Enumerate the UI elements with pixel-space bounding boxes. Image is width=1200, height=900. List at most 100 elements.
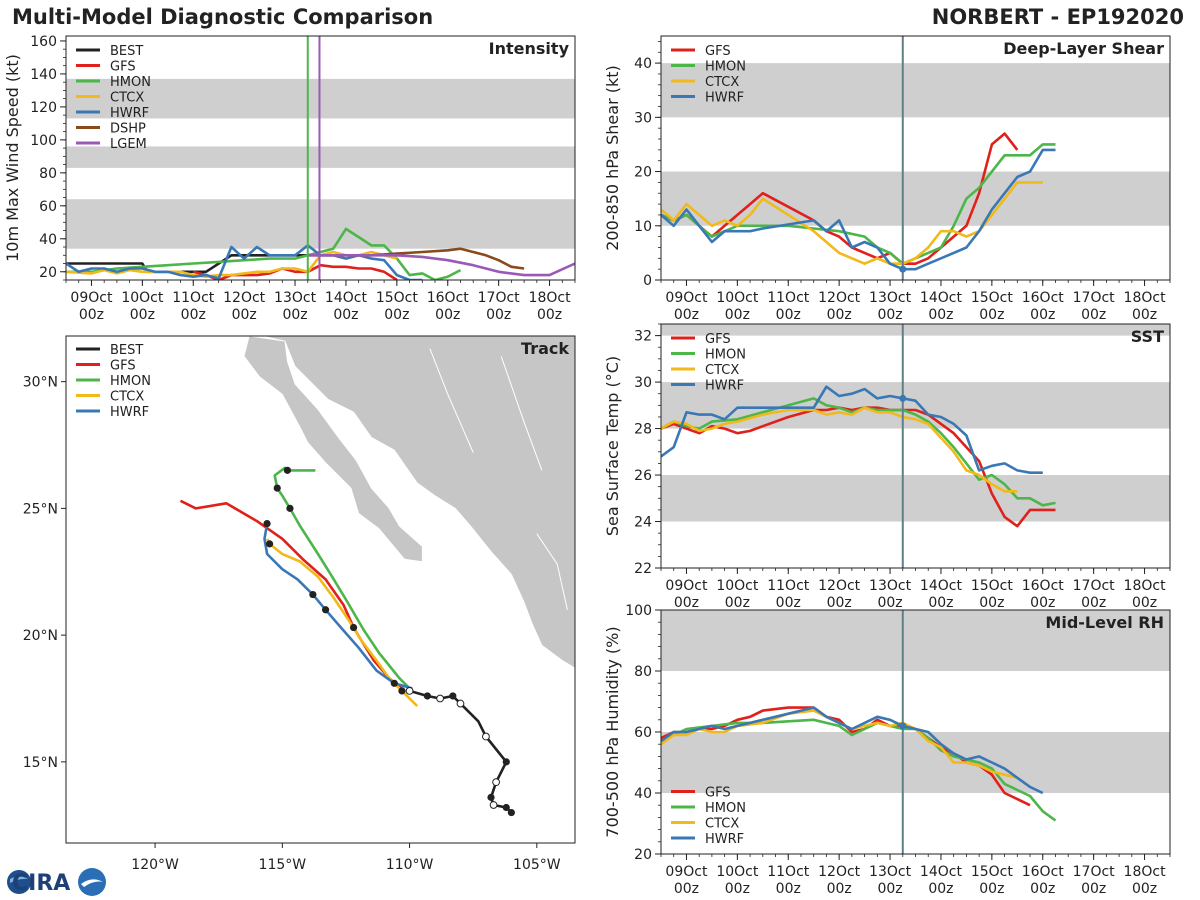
- track-point-hmon: [286, 504, 294, 512]
- intensity-legend-label-dshp: DSHP: [110, 122, 146, 137]
- rh-xtick-label-day: 18Oct: [1124, 864, 1167, 880]
- intensity-legend-label-best: BEST: [110, 44, 143, 59]
- intensity-xtick-label-day: 18Oct: [529, 290, 572, 306]
- shear-legend-label-hmon: HMON: [705, 60, 746, 75]
- sst-ytick-label: 22: [634, 561, 652, 577]
- track-point-best: [436, 694, 445, 703]
- shear-xtick-label-day: 15Oct: [971, 290, 1014, 306]
- sst-xtick-label-day: 09Oct: [665, 578, 708, 594]
- track-point-ctcx: [398, 687, 406, 695]
- intensity-series-lgem: [307, 254, 575, 277]
- sst-series-ctcx: [661, 406, 1018, 493]
- track-series-gfs: [179, 499, 406, 692]
- intensity-xtick-label-day: 11Oct: [172, 290, 215, 306]
- intensity-xtick-label-hour: 00z: [537, 307, 562, 323]
- intensity-xtick-label-hour: 00z: [435, 307, 460, 323]
- intensity-series-gfs: [192, 263, 398, 280]
- shear-xtick-label-hour: 00z: [827, 307, 852, 323]
- chart-shear: 01020304009Oct00z10Oct00z11Oct00z12Oct00…: [603, 35, 1171, 323]
- sst-xtick-label-day: 13Oct: [869, 578, 912, 594]
- intensity-xtick-label-hour: 00z: [181, 307, 206, 323]
- track-point-hmon: [283, 466, 292, 474]
- shear-ylabel: 200-850 hPa Shear (kt): [603, 65, 622, 251]
- shear-xtick-label-hour: 00z: [877, 307, 902, 323]
- mexico-mainland-landmass: [261, 336, 575, 669]
- sst-xtick-label-day: 10Oct: [716, 578, 759, 594]
- sst-hwrf-marker: [899, 394, 907, 402]
- rh-xtick-label-hour: 00z: [674, 881, 699, 897]
- rh-xtick-label-hour: 00z: [928, 881, 953, 897]
- track-point-best: [487, 793, 495, 801]
- track-legend-label-hwrf: HWRF: [110, 405, 149, 420]
- sst-xtick-label-hour: 00z: [1132, 595, 1157, 611]
- shear-ytick-label: 40: [634, 56, 652, 72]
- shear-xtick-label-day: 14Oct: [920, 290, 963, 306]
- rh-band-1: [661, 610, 1170, 671]
- rh-plot-area: [661, 706, 1057, 822]
- rh-legend-label-ctcx: CTCX: [705, 817, 739, 832]
- sst-xtick-label-hour: 00z: [877, 595, 902, 611]
- sst-legend-label-ctcx: CTCX: [705, 363, 739, 378]
- intensity-xtick-label-day: 10Oct: [121, 290, 164, 306]
- shear-band-1: [661, 63, 1170, 118]
- rh-hwrf-marker: [899, 722, 907, 730]
- rh-xtick-label-hour: 00z: [1030, 881, 1055, 897]
- rh-ytick-label: 40: [634, 786, 652, 802]
- shear-xtick-label-hour: 00z: [725, 307, 750, 323]
- shear-xtick-label-hour: 00z: [1132, 307, 1157, 323]
- intensity-legend-label-hwrf: HWRF: [110, 106, 149, 121]
- track-map-area: [179, 336, 575, 817]
- intensity-legend-label-hmon: HMON: [110, 75, 151, 90]
- shear-hwrf-marker: [899, 265, 907, 273]
- intensity-xtick-label-day: 15Oct: [376, 290, 419, 306]
- shear-xtick-label-hour: 00z: [979, 307, 1004, 323]
- shear-series-hwrf: [661, 148, 1056, 271]
- track-ytick-label: 25°N: [23, 501, 58, 517]
- intensity-ytick-label: 80: [39, 166, 57, 182]
- intensity-xtick-label-day: 14Oct: [325, 290, 368, 306]
- rh-ytick-label: 100: [625, 603, 652, 619]
- sst-ytick-label: 24: [634, 515, 652, 531]
- shear-xtick-label-day: 18Oct: [1124, 290, 1167, 306]
- sst-band-1: [661, 382, 1170, 429]
- rh-legend-label-gfs: GFS: [705, 786, 731, 801]
- sst-ytick-label: 28: [634, 422, 652, 438]
- intensity-ytick-label: 60: [39, 199, 57, 215]
- rh-xtick-label-hour: 00z: [776, 881, 801, 897]
- logo-text: CIRA: [12, 871, 70, 896]
- sst-xtick-label-hour: 00z: [1081, 595, 1106, 611]
- shear-xtick-label-hour: 00z: [928, 307, 953, 323]
- shear-legend-label-hwrf: HWRF: [705, 91, 744, 106]
- sst-xtick-label-day: 14Oct: [920, 578, 963, 594]
- intensity-series-hmon: [66, 227, 462, 280]
- shear-xtick-label-day: 10Oct: [716, 290, 759, 306]
- track-point-hmon: [273, 484, 281, 492]
- rh-legend-label-hwrf: HWRF: [705, 832, 744, 847]
- chart-rh: 2040608010009Oct00z10Oct00z11Oct00z12Oct…: [603, 603, 1171, 897]
- track-point-ctcx: [266, 540, 274, 548]
- shear-xtick-label-day: 11Oct: [767, 290, 810, 306]
- sst-legend-label-gfs: GFS: [705, 332, 731, 347]
- intensity-ytick-label: 100: [30, 133, 57, 149]
- sst-xtick-label-hour: 00z: [674, 595, 699, 611]
- sst-xtick-label-hour: 00z: [928, 595, 953, 611]
- intensity-xtick-label-day: 13Oct: [274, 290, 317, 306]
- rh-xtick-label-hour: 00z: [1081, 881, 1106, 897]
- chart-intensity: 2040608010012014016009Oct00z10Oct00z11Oc…: [3, 34, 576, 323]
- intensity-xtick-label-day: 17Oct: [478, 290, 521, 306]
- track-point-best: [489, 801, 498, 809]
- track-frame: [65, 335, 576, 844]
- track-point-best: [449, 692, 457, 700]
- shear-xtick-label-day: 17Oct: [1073, 290, 1116, 306]
- shear-xtick-label-day: 09Oct: [665, 290, 708, 306]
- track-xtick-label: 120°W: [131, 857, 179, 873]
- sst-plot-area: [661, 385, 1056, 528]
- shear-ytick-label: 10: [634, 219, 652, 235]
- rh-band-0: [661, 732, 1170, 793]
- intensity-ytick-label: 120: [30, 100, 57, 116]
- track-xtick-label: 115°W: [259, 857, 307, 873]
- shear-band-0: [661, 171, 1170, 226]
- state-border-0: [429, 348, 474, 453]
